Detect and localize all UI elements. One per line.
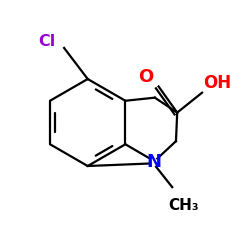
Text: O: O — [138, 68, 153, 86]
Text: Cl: Cl — [38, 34, 55, 49]
Text: CH₃: CH₃ — [168, 198, 199, 213]
Text: OH: OH — [203, 74, 231, 92]
Text: N: N — [146, 153, 161, 171]
